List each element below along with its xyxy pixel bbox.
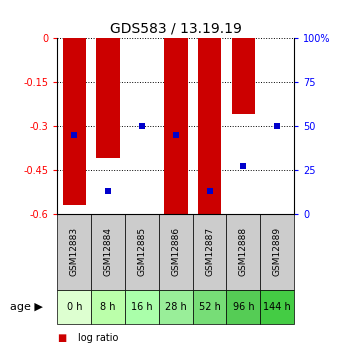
Bar [96,38,120,158]
Text: GSM12889: GSM12889 [273,227,282,276]
Bar [193,290,226,324]
Text: GSM12886: GSM12886 [171,227,180,276]
Bar [193,214,226,290]
Text: 28 h: 28 h [165,302,187,312]
Bar [260,290,294,324]
Text: GSM12884: GSM12884 [104,227,113,276]
Text: ■: ■ [57,333,67,343]
Bar [159,214,193,290]
Text: 16 h: 16 h [131,302,153,312]
Bar [91,214,125,290]
Bar [57,214,91,290]
Text: 8 h: 8 h [100,302,116,312]
Bar [232,38,255,114]
Bar [164,38,188,215]
Text: log ratio: log ratio [78,333,118,343]
Text: age ▶: age ▶ [10,302,43,312]
Text: GSM12885: GSM12885 [138,227,146,276]
Text: 144 h: 144 h [263,302,291,312]
Bar [226,290,260,324]
Bar [198,38,221,215]
Bar [125,290,159,324]
Bar [226,214,260,290]
Bar [125,214,159,290]
Text: 96 h: 96 h [233,302,254,312]
Title: GDS583 / 13.19.19: GDS583 / 13.19.19 [110,21,242,36]
Text: GSM12887: GSM12887 [205,227,214,276]
Bar [159,290,193,324]
Text: 0 h: 0 h [67,302,82,312]
Text: GSM12888: GSM12888 [239,227,248,276]
Text: GSM12883: GSM12883 [70,227,79,276]
Bar [63,38,86,205]
Bar [57,290,91,324]
Bar [91,290,125,324]
Bar [260,214,294,290]
Text: 52 h: 52 h [199,302,220,312]
